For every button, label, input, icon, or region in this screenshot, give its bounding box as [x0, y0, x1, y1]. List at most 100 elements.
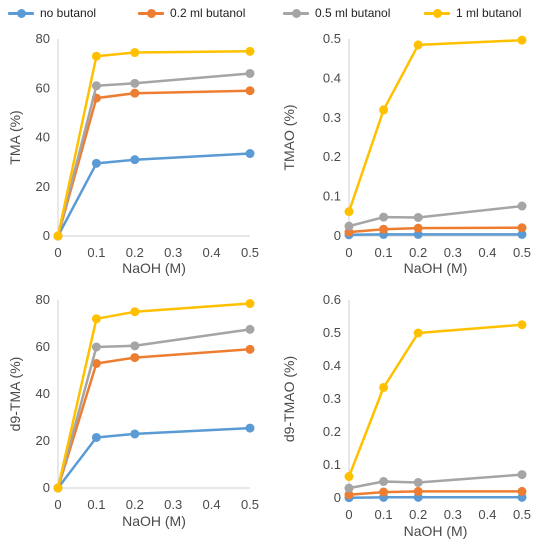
- x-tick-label: 0.3: [164, 497, 182, 512]
- data-point-no-butanol: [245, 423, 255, 433]
- y-tick-label: 0: [334, 490, 341, 505]
- x-tick-label: 0.4: [203, 245, 221, 260]
- y-tick-label: 0.5: [323, 325, 341, 340]
- data-point-0-2-ml-butanol: [413, 486, 423, 496]
- x-tick-label: 0.5: [241, 497, 259, 512]
- x-axis-title: NaOH (M): [404, 523, 468, 539]
- series-line-0-2-ml-butanol: [347, 490, 524, 496]
- x-tick-label: 0.5: [241, 245, 259, 260]
- data-point-0-2-ml-butanol: [91, 358, 101, 368]
- series-line-0-5-ml-butanol: [347, 473, 524, 490]
- y-tick-label: 0.6: [323, 292, 341, 307]
- data-point-0-2-ml-butanol: [245, 86, 255, 96]
- series-line-no-butanol: [56, 426, 252, 490]
- x-tick-label: 0.3: [164, 245, 182, 260]
- series-line-0-2-ml-butanol: [347, 226, 524, 234]
- data-point-1-ml-butanol: [344, 472, 354, 482]
- chart-tmao: 0 0.1 0.2 0.3 0.4 0.5 0 0.1 0.2 0.3 0.4 0.5 NaOH (M)…: [281, 31, 531, 276]
- y-tick-label: 20: [36, 433, 50, 448]
- y-tick-label: 80: [36, 292, 50, 307]
- y-tick-label: 0.2: [323, 424, 341, 439]
- y-tick-label: 0.3: [323, 110, 341, 125]
- series-line-1-ml-butanol: [56, 50, 252, 238]
- legend-label-1-ml-butanol: 1 ml butanol: [456, 6, 522, 20]
- legend-swatch-0-5-ml-butanol: [283, 8, 309, 18]
- x-tick-label: 0.4: [478, 507, 496, 522]
- data-point-1-ml-butanol: [91, 51, 101, 61]
- y-tick-label: 20: [36, 179, 50, 194]
- series-line-0-2-ml-butanol: [56, 89, 252, 238]
- y-tick-label: 0: [43, 228, 50, 243]
- x-tick-label: 0: [54, 497, 61, 512]
- data-point-0-5-ml-butanol: [413, 477, 423, 487]
- series-line-0-5-ml-butanol: [56, 72, 252, 238]
- x-tick-label: 0.4: [203, 497, 221, 512]
- y-tick-label: 80: [36, 31, 50, 46]
- x-tick-label: 0.3: [444, 507, 462, 522]
- data-point-0-5-ml-butanol: [517, 201, 527, 211]
- data-point-0-5-ml-butanol: [91, 81, 101, 91]
- data-point-0-5-ml-butanol: [379, 477, 389, 486]
- data-point-1-ml-butanol: [53, 483, 63, 493]
- data-point-no-butanol: [413, 229, 423, 239]
- series-line-0-5-ml-butanol: [56, 328, 252, 490]
- y-tick-label: 0.2: [323, 149, 341, 164]
- data-point-0-2-ml-butanol: [379, 487, 389, 497]
- data-point-0-2-ml-butanol: [517, 223, 527, 233]
- data-point-1-ml-butanol: [130, 48, 140, 58]
- x-axis-title: NaOH (M): [122, 513, 186, 529]
- y-tick-label: 0.3: [323, 391, 341, 406]
- x-tick-label: 0.5: [513, 245, 531, 260]
- y-axis-title: TMA (%): [7, 110, 23, 164]
- data-point-no-butanol: [91, 432, 101, 442]
- data-point-1-ml-butanol: [413, 328, 423, 338]
- x-tick-label: 0.1: [87, 497, 105, 512]
- y-tick-label: 0.4: [323, 358, 341, 373]
- y-tick-label: 0.4: [323, 70, 341, 85]
- data-point-0-5-ml-butanol: [245, 68, 255, 78]
- x-tick-label: 0.1: [87, 245, 105, 260]
- data-point-0-2-ml-butanol: [517, 486, 527, 496]
- y-tick-label: 40: [36, 386, 50, 401]
- data-point-0-2-ml-butanol: [413, 223, 423, 233]
- legend-swatch-no-butanol: [8, 8, 34, 18]
- data-point-no-butanol: [91, 158, 101, 168]
- y-tick-label: 60: [36, 339, 50, 354]
- data-point-1-ml-butanol: [413, 40, 423, 50]
- y-axis-title: TMAO (%): [281, 104, 297, 170]
- y-tick-label: 60: [36, 80, 50, 95]
- data-point-1-ml-butanol: [517, 320, 527, 330]
- x-tick-label: 0.1: [375, 507, 393, 522]
- data-point-no-butanol: [130, 155, 140, 165]
- x-tick-label: 0.2: [126, 245, 144, 260]
- data-point-1-ml-butanol: [517, 35, 527, 45]
- legend-item-no-butanol: no butanol: [8, 6, 96, 20]
- legend-label-0-5-ml-butanol: 0.5 ml butanol: [315, 6, 391, 20]
- x-tick-label: 0.2: [409, 245, 427, 260]
- x-axis-title: NaOH (M): [404, 260, 468, 276]
- series-line-1-ml-butanol: [347, 323, 524, 478]
- x-tick-label: 0.5: [513, 507, 531, 522]
- legend-item-0-5-ml-butanol: 0.5 ml butanol: [283, 6, 390, 20]
- data-point-1-ml-butanol: [91, 314, 101, 324]
- legend-item-1-ml-butanol: 1 ml butanol: [424, 6, 521, 20]
- data-point-no-butanol: [245, 149, 255, 159]
- data-point-no-butanol: [130, 429, 140, 439]
- data-point-0-2-ml-butanol: [344, 490, 354, 500]
- data-point-0-5-ml-butanol: [379, 212, 389, 222]
- x-tick-label: 0.1: [375, 245, 393, 260]
- data-point-0-5-ml-butanol: [130, 78, 140, 88]
- series-line-no-butanol: [56, 152, 252, 238]
- data-point-0-5-ml-butanol: [344, 483, 354, 493]
- x-tick-label: 0.2: [126, 497, 144, 512]
- data-point-1-ml-butanol: [245, 46, 255, 56]
- y-axis-title: d9-TMAO (%): [281, 356, 297, 442]
- data-point-1-ml-butanol: [379, 382, 389, 392]
- data-point-1-ml-butanol: [130, 307, 140, 317]
- y-tick-label: 40: [36, 130, 50, 145]
- y-tick-label: 0.1: [323, 189, 341, 204]
- series-line-1-ml-butanol: [347, 38, 524, 213]
- data-point-1-ml-butanol: [379, 105, 389, 115]
- series-line-0-2-ml-butanol: [56, 348, 252, 490]
- y-tick-label: 0: [43, 480, 50, 495]
